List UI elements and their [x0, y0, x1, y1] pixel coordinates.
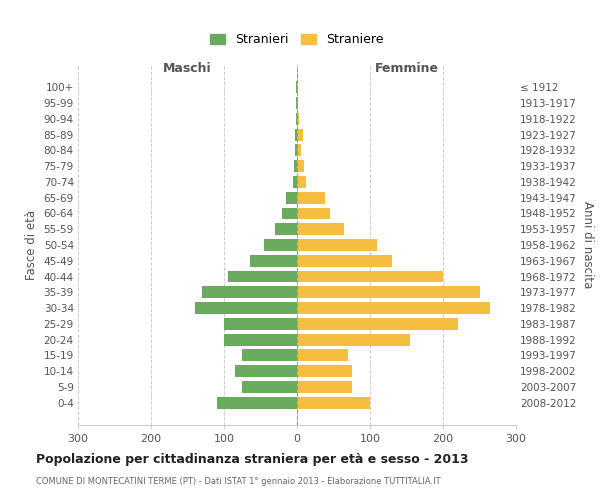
- Bar: [283, 208, 297, 220]
- Bar: [297, 82, 298, 93]
- Bar: [297, 144, 301, 156]
- Bar: [224, 334, 297, 345]
- Bar: [286, 192, 297, 203]
- Bar: [297, 113, 299, 124]
- Bar: [224, 318, 297, 330]
- Bar: [297, 318, 458, 330]
- Bar: [195, 302, 297, 314]
- Text: COMUNE DI MONTECATINI TERME (PT) - Dati ISTAT 1° gennaio 2013 - Elaborazione TUT: COMUNE DI MONTECATINI TERME (PT) - Dati …: [36, 478, 440, 486]
- Bar: [297, 366, 352, 377]
- Text: Femmine: Femmine: [374, 62, 439, 74]
- Bar: [296, 113, 297, 124]
- Y-axis label: Anni di nascita: Anni di nascita: [581, 202, 593, 288]
- Bar: [297, 255, 392, 266]
- Bar: [297, 286, 479, 298]
- Bar: [227, 270, 297, 282]
- Legend: Stranieri, Straniere: Stranieri, Straniere: [205, 28, 389, 51]
- Bar: [242, 381, 297, 393]
- Bar: [297, 350, 348, 362]
- Bar: [202, 286, 297, 298]
- Bar: [297, 128, 303, 140]
- Bar: [250, 255, 297, 266]
- Bar: [297, 397, 370, 408]
- Bar: [217, 397, 297, 408]
- Text: Maschi: Maschi: [163, 62, 212, 74]
- Bar: [297, 176, 306, 188]
- Bar: [297, 160, 304, 172]
- Bar: [297, 302, 490, 314]
- Bar: [242, 350, 297, 362]
- Y-axis label: Fasce di età: Fasce di età: [25, 210, 38, 280]
- Bar: [295, 128, 297, 140]
- Bar: [297, 381, 352, 393]
- Bar: [264, 239, 297, 251]
- Bar: [297, 97, 298, 109]
- Bar: [235, 366, 297, 377]
- Bar: [297, 334, 410, 345]
- Bar: [297, 270, 443, 282]
- Text: Popolazione per cittadinanza straniera per età e sesso - 2013: Popolazione per cittadinanza straniera p…: [36, 452, 469, 466]
- Bar: [297, 192, 325, 203]
- Bar: [293, 176, 297, 188]
- Bar: [275, 224, 297, 235]
- Bar: [297, 208, 330, 220]
- Bar: [296, 97, 297, 109]
- Bar: [297, 224, 344, 235]
- Bar: [294, 160, 297, 172]
- Bar: [296, 82, 297, 93]
- Bar: [295, 144, 297, 156]
- Bar: [297, 239, 377, 251]
